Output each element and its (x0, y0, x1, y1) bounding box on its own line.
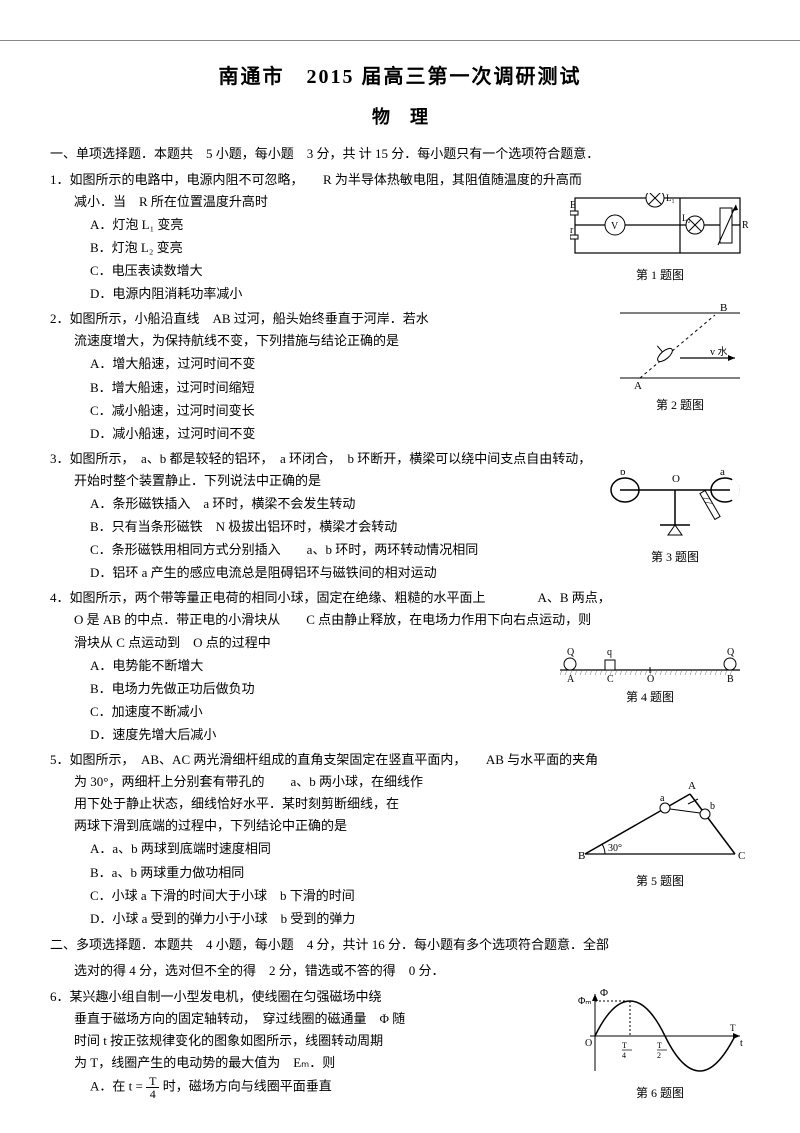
svg-text:/: / (685, 671, 687, 677)
q2-option-d: D．减小船速，过河时间不变 (90, 423, 750, 445)
svg-text:/: / (665, 671, 667, 677)
svg-text:A: A (634, 380, 642, 392)
svg-text:/: / (595, 671, 597, 677)
figure-6-caption: 第 6 题图 (570, 1083, 750, 1103)
svg-text:/: / (625, 671, 627, 677)
question-1: E r V L₁ L₂ R 第 1 题图 1．如图所示的电路中，电源内阻不可忽略… (50, 169, 750, 306)
q5-option-d: D．小球 a 受到的弹力小于小球 b 受到的弹力 (90, 908, 750, 930)
question-6: Φ Φₘ O t T 4 T 2 T 第 6 题图 6．某兴趣小组自制一小型发电… (50, 986, 750, 1100)
section2-header2: 选对的得 4 分，选对但不全的得 2 分，错选或不答的得 0 分． (74, 960, 750, 982)
fraction-icon: T 4 (146, 1075, 159, 1100)
svg-text:O: O (585, 1038, 592, 1049)
svg-text:a: a (660, 793, 665, 804)
svg-text:/: / (615, 671, 617, 677)
svg-text:b: b (620, 470, 626, 478)
q4-stem-1: 4．如图所示，两个带等量正电荷的相同小球，固定在绝缘、粗糙的水平面上 A、B 两… (50, 587, 750, 609)
q4-option-d: D．速度先增大后减小 (90, 724, 750, 746)
svg-text:C: C (607, 674, 614, 685)
q1-option-d: D．电源内阻消耗功率减小 (90, 283, 750, 305)
svg-text:r: r (570, 225, 574, 236)
question-3: b O a 第 3 题图 3．如图所示， a、b 都是较轻的铝环， a 环闭合，… (50, 448, 750, 585)
svg-text:L₁: L₁ (666, 193, 675, 203)
svg-text:/: / (695, 671, 697, 677)
svg-text:/: / (635, 671, 637, 677)
svg-text:/: / (690, 671, 692, 677)
section2-header: 二、多项选择题．本题共 4 小题，每小题 4 分，共计 16 分．每小题有多个选… (50, 934, 750, 956)
svg-text:2: 2 (657, 1051, 661, 1060)
svg-text:/: / (710, 671, 712, 677)
svg-text:V: V (611, 221, 619, 232)
svg-text:Φ: Φ (600, 987, 608, 999)
svg-text:/: / (620, 671, 622, 677)
svg-text:/: / (580, 671, 582, 677)
svg-text:/: / (660, 671, 662, 677)
section1-header: 一、单项选择题．本题共 5 小题，每小题 3 分，共 计 15 分．每小题只有一… (50, 143, 750, 165)
svg-text:/: / (675, 671, 677, 677)
svg-text:/: / (630, 671, 632, 677)
svg-text:T: T (622, 1041, 627, 1050)
svg-text:C: C (738, 850, 745, 862)
svg-text:v 水: v 水 (710, 346, 728, 358)
svg-text:q: q (607, 647, 612, 658)
svg-text:L₂: L₂ (682, 213, 691, 223)
figure-1: E r V L₁ L₂ R 第 1 题图 (570, 193, 750, 285)
svg-text:/: / (680, 671, 682, 677)
svg-text:Φₘ: Φₘ (578, 996, 592, 1007)
svg-text:/: / (560, 671, 562, 677)
exam-title: 南通市 2015 届高三第一次调研测试 (50, 60, 750, 94)
svg-text:4: 4 (622, 1051, 626, 1060)
figure-3-caption: 第 3 题图 (600, 547, 750, 567)
svg-text:/: / (655, 671, 657, 677)
svg-text:A: A (567, 674, 575, 685)
svg-text:/: / (700, 671, 702, 677)
svg-text:/: / (575, 671, 577, 677)
svg-text:B: B (720, 303, 727, 314)
frac-den: 4 (146, 1088, 159, 1100)
figure-5-caption: 第 5 题图 (570, 871, 750, 891)
svg-text:/: / (705, 671, 707, 677)
svg-text:/: / (720, 671, 722, 677)
figure-6: Φ Φₘ O t T 4 T 2 T 第 6 题图 (570, 986, 750, 1103)
svg-text:Q: Q (567, 647, 575, 658)
q4-stem-2: O 是 AB 的中点．带正电的小滑块从 C 点由静止释放，在电场力作用下向右点运… (74, 609, 750, 631)
q6-a-pre: A．在 t = (90, 1079, 143, 1094)
svg-text:/: / (585, 671, 587, 677)
question-2: B A v 水 第 2 题图 2．如图所示，小船沿直线 AB 过河，船头始终垂直… (50, 308, 750, 445)
svg-text:T: T (657, 1041, 662, 1050)
svg-text:A: A (688, 780, 696, 792)
top-rule (0, 40, 800, 41)
svg-text:/: / (600, 671, 602, 677)
svg-text:t: t (740, 1038, 743, 1049)
svg-text:b: b (710, 801, 715, 812)
svg-text:/: / (670, 671, 672, 677)
svg-text:/: / (715, 671, 717, 677)
svg-text:/: / (590, 671, 592, 677)
svg-text:O: O (647, 674, 654, 685)
question-5: 30° a b A B C 第 5 题图 5．如图所示， AB、AC 两光滑细杆… (50, 749, 750, 930)
figure-3: b O a 第 3 题图 (600, 470, 750, 567)
figure-4-caption: 第 4 题图 (550, 687, 750, 707)
figure-2-caption: 第 2 题图 (610, 395, 750, 415)
svg-text:B: B (578, 850, 585, 862)
figure-1-caption: 第 1 题图 (570, 265, 750, 285)
svg-text:a: a (720, 470, 725, 478)
q3-stem-1: 3．如图所示， a、b 都是较轻的铝环， a 环闭合， b 环断开，横梁可以绕中… (50, 448, 750, 470)
svg-text:/: / (640, 671, 642, 677)
svg-text:R: R (742, 220, 749, 231)
svg-text:B: B (727, 674, 734, 685)
q6-a-post: 时，磁场方向与线圈平面垂直 (163, 1079, 332, 1094)
figure-2: B A v 水 第 2 题图 (610, 303, 750, 415)
svg-text:30°: 30° (608, 843, 622, 854)
svg-text:Q: Q (727, 647, 735, 658)
q1-stem-1: 1．如图所示的电路中，电源内阻不可忽略， R 为半导体热敏电阻，其阻值随温度的升… (50, 169, 750, 191)
svg-text:O: O (672, 473, 680, 485)
svg-text:T: T (730, 1023, 736, 1033)
figure-5: 30° a b A B C 第 5 题图 (570, 779, 750, 891)
figure-4: /////////////////////////////////// Q Q … (550, 645, 750, 707)
question-4: /////////////////////////////////// Q Q … (50, 587, 750, 746)
q5-stem-1: 5．如图所示， AB、AC 两光滑细杆组成的直角支架固定在竖直平面内， AB 与… (50, 749, 750, 771)
svg-text:E: E (570, 200, 576, 211)
subject-title: 物理 (50, 102, 750, 133)
